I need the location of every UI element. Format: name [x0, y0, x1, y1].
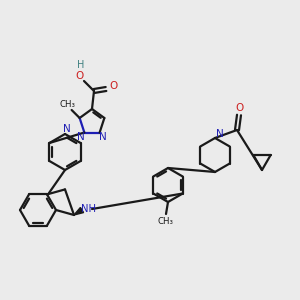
Text: N: N [77, 131, 85, 142]
Polygon shape [74, 208, 84, 215]
Text: O: O [110, 81, 118, 91]
Text: O: O [75, 71, 83, 81]
Text: CH₃: CH₃ [60, 100, 76, 109]
Text: NH: NH [80, 204, 95, 214]
Text: N: N [216, 129, 224, 139]
Text: N: N [63, 124, 71, 134]
Text: N: N [99, 131, 106, 142]
Text: H: H [77, 60, 85, 70]
Text: O: O [236, 103, 244, 113]
Text: CH₃: CH₃ [158, 217, 174, 226]
